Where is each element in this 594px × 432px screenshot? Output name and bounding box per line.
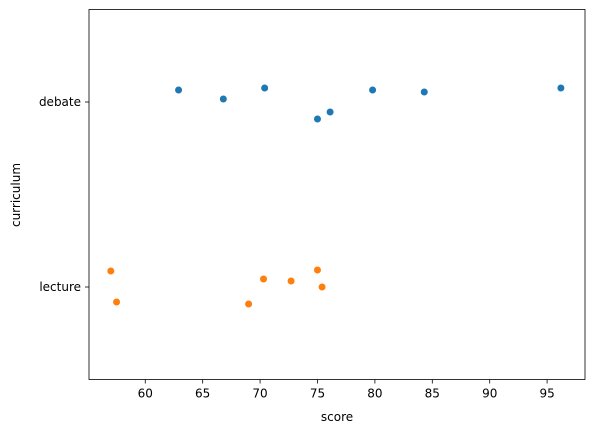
y-tick-label: lecture <box>39 280 81 294</box>
x-tick-label: 85 <box>425 387 440 401</box>
x-tick-label: 90 <box>482 387 497 401</box>
point <box>245 300 253 308</box>
point <box>557 84 565 92</box>
point <box>261 84 269 92</box>
point <box>287 277 295 285</box>
point <box>260 275 268 283</box>
point <box>219 95 227 103</box>
x-axis-label: score <box>321 410 353 424</box>
x-tick-label: 95 <box>539 387 554 401</box>
y-tick-label: debate <box>39 95 81 109</box>
point <box>326 108 334 116</box>
x-tick-label: 65 <box>195 387 210 401</box>
x-tick-label: 60 <box>138 387 153 401</box>
point <box>313 266 321 274</box>
plot-frame <box>88 9 586 380</box>
x-tick-label: 70 <box>252 387 267 401</box>
point <box>107 267 115 275</box>
point <box>313 115 321 123</box>
point <box>175 86 183 94</box>
x-tick-label: 80 <box>367 387 382 401</box>
x-tick-label: 75 <box>310 387 325 401</box>
point <box>369 86 377 94</box>
y-axis-label: curriculum <box>9 163 23 227</box>
point <box>318 283 326 291</box>
point <box>113 298 121 306</box>
point <box>420 88 428 96</box>
